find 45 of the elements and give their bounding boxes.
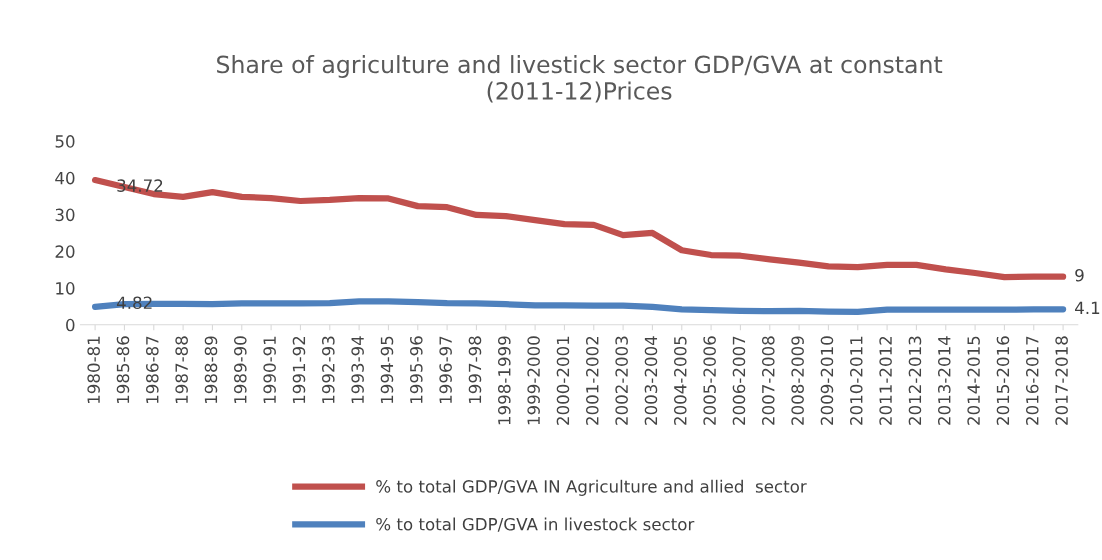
y-tick-label: 30: [55, 208, 75, 222]
x-tick-label: 2011-2012: [879, 336, 892, 425]
x-tick-label: 2000-2001: [556, 336, 570, 425]
x-tick-label: 2012-2013: [908, 336, 922, 425]
x-tick-label: 2007-2008: [761, 336, 775, 425]
y-tick-label: 50: [55, 135, 75, 148]
chart-title: Share of agriculture and livestick sector GDP/GVA at constant (2011-12)Prices: [217, 55, 943, 103]
x-tick-label: 1994-95: [380, 336, 394, 404]
x-tick-label: 2016-2017: [1025, 336, 1039, 425]
x-tick-label: 1998-1999: [498, 336, 511, 425]
x-tick-label: 1993-94: [351, 336, 364, 404]
x-tick-label: 2006-2007: [732, 336, 746, 425]
x-tick-label: 1985-86: [116, 336, 130, 404]
x-tick-label: 1992-93: [322, 336, 335, 404]
x-tick-label: 1997-98: [468, 336, 482, 404]
x-tick-label: 2017-2018: [1055, 336, 1068, 425]
x-tick-label: 1989-90: [234, 336, 247, 404]
x-tick-label: 2005-2006: [703, 336, 716, 425]
x-tick-label: 1987-88: [175, 336, 188, 404]
x-tick-label: 2009-2010: [820, 336, 834, 425]
y-tick-label: 40: [55, 171, 75, 185]
x-tick-label: 2002-2003: [615, 336, 628, 425]
x-tick-label: 2013-2014: [937, 336, 951, 425]
legend-label: % to total GDP/GVA in livestock sector: [376, 517, 695, 532]
x-tick-label: 2010-2011: [849, 336, 863, 425]
x-tick-label: 1988-89: [204, 336, 218, 404]
x-tick-label: 2004-2005: [673, 336, 687, 425]
y-tick-label: 20: [55, 245, 75, 258]
y-tick-label: 10: [56, 282, 75, 295]
x-tick-label: 2014-2015: [967, 336, 980, 425]
x-tick-label: 2008-2009: [791, 336, 804, 425]
x-tick-label: 1995-96: [410, 336, 423, 404]
x-tick-label: 1990-91: [263, 336, 276, 404]
x-tick-label: 2015-2016: [996, 336, 1010, 425]
y-tick-label: 0: [66, 318, 75, 332]
x-tick-label: 2003-2004: [644, 336, 658, 425]
x-tick-label: 1980-81: [87, 336, 100, 404]
x-tick-label: 1999-2000: [527, 336, 540, 425]
x-tick-label: 2001-2002: [586, 336, 599, 425]
annotation: 9: [1075, 268, 1084, 282]
x-tick-label: 1986-87: [146, 336, 159, 404]
annotation: 4.1: [1075, 301, 1100, 314]
x-tick-label: 1996-97: [439, 336, 452, 404]
legend-label: % to total GDP/GVA IN Agriculture and allied sector: [376, 479, 807, 496]
x-tick-label: 1991-92: [292, 336, 306, 404]
